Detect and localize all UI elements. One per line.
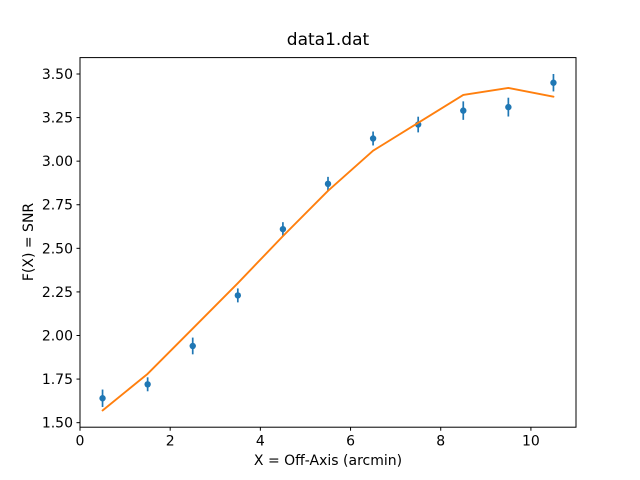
plot-area: 0 2 4 6 8 10 1.50 1.75 2.00 2.25 2.50 2.75 3.00 3.25 3…	[42, 57, 577, 450]
x-axis-label: X = Off-Axis (arcmin)	[254, 453, 402, 469]
y-tick-label: 1.75	[42, 372, 73, 388]
chart-title: data1.dat	[287, 30, 370, 50]
plot-frame	[79, 57, 577, 428]
y-tick-label: 3.50	[42, 67, 73, 83]
data-point-marker	[324, 180, 332, 188]
x-tick-label: 4	[256, 434, 265, 450]
data-point-marker	[505, 103, 512, 111]
y-tick-label: 2.75	[42, 198, 73, 214]
fit-line	[101, 86, 555, 412]
x-tick-label: 8	[436, 434, 445, 450]
y-tick-label: 2.25	[42, 285, 73, 301]
y-tick-label: 1.50	[42, 416, 73, 432]
data-point-marker	[234, 292, 242, 299]
x-tick-label: 2	[166, 434, 175, 450]
data-point-marker	[144, 381, 151, 388]
x-tick-label: 10	[522, 434, 540, 450]
data-point-marker	[460, 107, 467, 114]
y-tick-label: 2.50	[42, 241, 73, 257]
data-point-marker	[99, 395, 106, 402]
y-tick-label: 3.00	[42, 154, 73, 170]
x-tick-label: 6	[346, 434, 355, 450]
x-tick-label: 0	[76, 434, 85, 450]
y-axis-label: F(X) = SNR	[21, 203, 37, 282]
data-point-marker	[369, 135, 377, 142]
data-point-marker	[189, 342, 196, 350]
y-tick-label: 3.25	[42, 111, 73, 127]
data-point-marker	[550, 79, 557, 86]
y-tick-label: 2.00	[42, 328, 73, 344]
data-point-marker	[279, 225, 287, 233]
